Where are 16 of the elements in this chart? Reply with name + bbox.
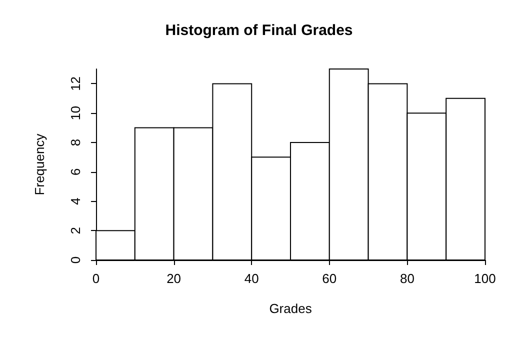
x-tick-label: 0: [92, 271, 100, 286]
x-axis-title: Grades: [269, 301, 312, 316]
x-tick-label: 40: [244, 271, 259, 286]
y-tick-label: 4: [68, 198, 83, 205]
y-tick-label: 10: [68, 106, 83, 120]
x-tick-label: 100: [474, 271, 496, 286]
chart-title: Histogram of Final Grades: [165, 22, 353, 39]
y-tick-label: 12: [68, 76, 83, 91]
y-tick-label: 2: [68, 227, 83, 234]
y-tick-label: 0: [68, 256, 83, 264]
x-tick-label: 20: [166, 271, 182, 286]
x-tick-label: 60: [322, 271, 337, 286]
y-tick-label: 6: [68, 168, 83, 176]
y-axis-title: Frequency: [32, 133, 47, 196]
x-tick-label: 80: [400, 271, 414, 286]
y-tick-label: 8: [68, 138, 83, 146]
